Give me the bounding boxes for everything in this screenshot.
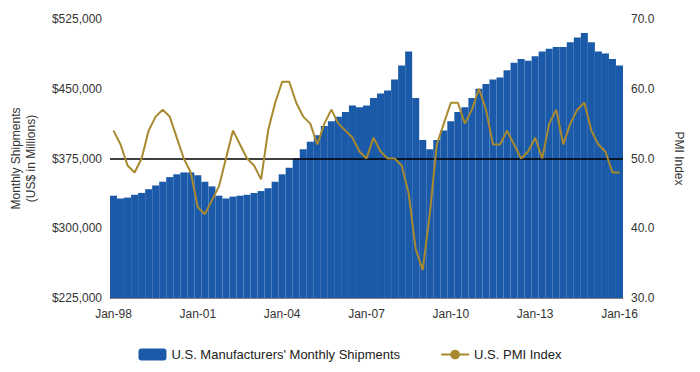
- svg-text:$225,000: $225,000: [52, 291, 102, 305]
- svg-text:PMI Index: PMI Index: [672, 131, 686, 185]
- svg-text:70.0: 70.0: [631, 12, 655, 26]
- svg-text:60.0: 60.0: [631, 82, 655, 96]
- svg-text:Jan-13: Jan-13: [517, 307, 554, 321]
- svg-text:Monthly Shipments: Monthly Shipments: [9, 107, 23, 209]
- svg-text:Jan-10: Jan-10: [432, 307, 469, 321]
- svg-text:Jan-07: Jan-07: [348, 307, 385, 321]
- svg-text:$375,000: $375,000: [52, 152, 102, 166]
- svg-text:Jan-01: Jan-01: [179, 307, 216, 321]
- svg-text:U.S. PMI Index: U.S. PMI Index: [474, 347, 562, 362]
- svg-text:$300,000: $300,000: [52, 221, 102, 235]
- svg-text:Jan-98: Jan-98: [95, 307, 132, 321]
- svg-text:$450,000: $450,000: [52, 82, 102, 96]
- svg-text:U.S. Manufacturers' Monthly Sh: U.S. Manufacturers' Monthly Shipments: [171, 347, 400, 362]
- svg-text:50.0: 50.0: [631, 152, 655, 166]
- svg-text:30.0: 30.0: [631, 291, 655, 305]
- svg-text:$525,000: $525,000: [52, 12, 102, 26]
- svg-text:(US$ in Millions): (US$ in Millions): [24, 115, 38, 202]
- svg-text:Jan-04: Jan-04: [264, 307, 301, 321]
- svg-text:40.0: 40.0: [631, 221, 655, 235]
- svg-text:Jan-16: Jan-16: [601, 307, 638, 321]
